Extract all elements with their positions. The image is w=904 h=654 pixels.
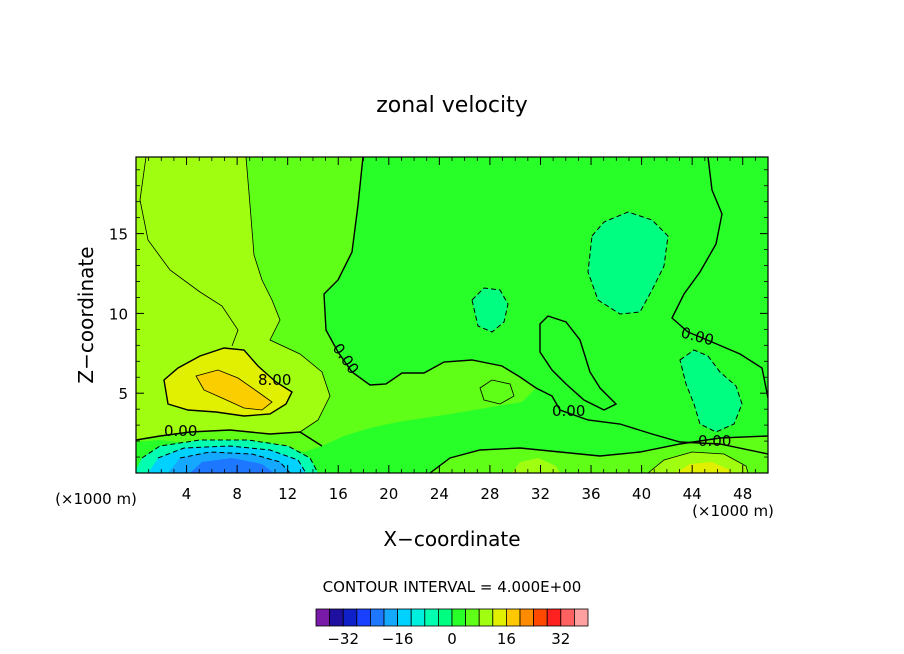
contour-zero-lower-east — [429, 435, 768, 473]
colorbar-swatch — [342, 608, 358, 627]
contour-east-lower — [679, 349, 743, 433]
contour-twelve — [195, 369, 273, 411]
y-axis: 5 10 15 — [109, 169, 768, 458]
colorbar-tick-label: −16 — [382, 630, 414, 648]
contour-label: 8.00 — [258, 371, 291, 389]
colorbar-swatch — [410, 608, 426, 627]
colorbar-swatch — [478, 608, 494, 627]
colorbar-swatch — [574, 608, 589, 627]
colorbar-swatch — [492, 608, 507, 627]
contour-interval-label: CONTOUR INTERVAL = 4.000E+00 — [323, 578, 582, 596]
colorbar-swatch — [383, 608, 399, 627]
colorbar-swatch — [397, 608, 412, 627]
x-tick-label: 40 — [632, 485, 651, 503]
contour-small-loop — [479, 379, 515, 405]
colorbar-swatch — [437, 608, 453, 627]
colorbar-swatch — [533, 608, 548, 627]
y-axis-label: Z−coordinate — [74, 246, 98, 383]
colorbar-swatch — [560, 608, 575, 627]
contour-east-core — [647, 451, 749, 473]
colorbar-swatch — [315, 608, 331, 627]
y-axis-unit: (×1000 m) — [692, 502, 774, 520]
contour-positive-west — [245, 157, 331, 433]
colorbar-swatch — [369, 608, 385, 627]
contour-label: 0.00 — [698, 432, 731, 450]
x-tick-label: 12 — [278, 485, 297, 503]
colorbar-swatch — [451, 608, 467, 627]
contour-label: 0.00 — [164, 422, 197, 440]
x-tick-label: 16 — [329, 485, 348, 503]
x-tick-label: 32 — [531, 485, 550, 503]
colorbar-tick-label: 0 — [447, 630, 457, 648]
x-axis-label: X−coordinate — [383, 527, 520, 551]
contour-negative-jet-2 — [157, 445, 307, 473]
colorbar-swatch — [356, 608, 371, 627]
x-tick-label: 44 — [683, 485, 702, 503]
contour-eight — [163, 347, 293, 417]
y-tick-label: 15 — [109, 226, 128, 244]
colorbar-tick-label: −32 — [327, 630, 359, 648]
x-tick-label: 8 — [232, 485, 242, 503]
colorbar-tick-labels: −32 −16 0 16 32 — [327, 630, 570, 648]
contour-upper-west — [139, 157, 239, 347]
contour-zero-central-east — [535, 387, 768, 455]
x-tick-label: 20 — [379, 485, 398, 503]
contour-lines — [136, 157, 768, 473]
y-tick-label: 5 — [118, 385, 128, 403]
x-tick-label: 24 — [430, 485, 449, 503]
contour-east-mid — [471, 287, 509, 333]
x-axis: 4 8 12 16 20 24 28 32 36 40 44 48 — [148, 157, 756, 503]
colorbar-swatch — [465, 608, 480, 627]
contour-negative-jet-3 — [179, 451, 291, 473]
y-tick-label: 10 — [109, 305, 128, 323]
colorbar-swatch — [505, 608, 521, 627]
region-negative-pool-east-upper — [588, 212, 668, 314]
region-negative-pool-east-lower — [680, 350, 742, 432]
region-positive-east-mid — [512, 458, 560, 473]
x-tick-label: 4 — [182, 485, 192, 503]
contour-zero-lower-west — [136, 429, 323, 447]
region-negative-jet-inner — [190, 458, 274, 473]
plot-area: 0.00 8.00 0.00 0.00 0.00 0.00 — [136, 157, 768, 473]
colorbar-swatch — [329, 608, 344, 627]
region-positive-east-inner — [676, 462, 732, 473]
colorbar-tick-label: 16 — [497, 630, 516, 648]
x-tick-label: 36 — [581, 485, 600, 503]
colorbar-tick-label: 32 — [551, 630, 570, 648]
contour-zero-loop — [539, 315, 618, 411]
contour-east-upper — [587, 211, 669, 315]
colorbar-swatch — [424, 608, 439, 627]
contour-zero-east — [671, 157, 768, 399]
x-tick-label: 48 — [733, 485, 752, 503]
x-tick-label: 28 — [480, 485, 499, 503]
colorbar-swatch — [546, 608, 562, 627]
contour-label: 0.00 — [552, 402, 585, 420]
contour-zero-west — [323, 157, 537, 389]
region-negative-pool-east-mid — [472, 288, 508, 332]
colorbar — [315, 608, 589, 627]
chart-title: zonal velocity — [376, 93, 528, 118]
colorbar-swatch — [519, 608, 535, 627]
x-axis-unit: (×1000 m) — [55, 490, 137, 508]
region-12-to-16-west — [196, 370, 272, 410]
